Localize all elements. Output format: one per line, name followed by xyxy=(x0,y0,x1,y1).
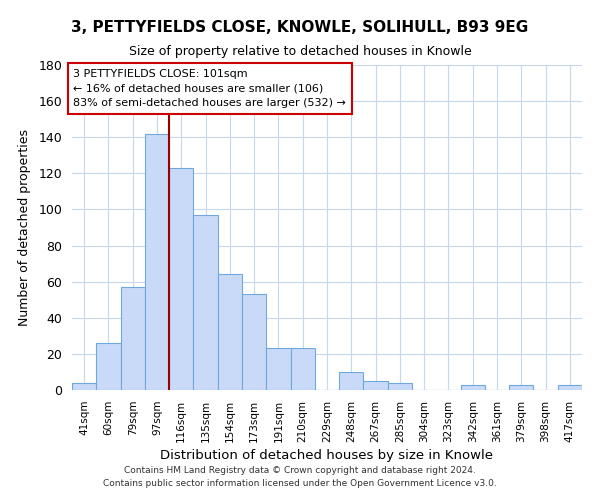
Bar xyxy=(388,383,412,390)
Bar xyxy=(509,384,533,390)
Bar xyxy=(193,215,218,390)
Text: Contains HM Land Registry data © Crown copyright and database right 2024.
Contai: Contains HM Land Registry data © Crown c… xyxy=(103,466,497,487)
Bar xyxy=(96,343,121,390)
Bar xyxy=(290,348,315,390)
Bar xyxy=(242,294,266,390)
Text: Size of property relative to detached houses in Knowle: Size of property relative to detached ho… xyxy=(128,45,472,58)
Bar xyxy=(461,384,485,390)
Y-axis label: Number of detached properties: Number of detached properties xyxy=(19,129,31,326)
Bar xyxy=(364,381,388,390)
Bar xyxy=(218,274,242,390)
Bar xyxy=(266,348,290,390)
Bar xyxy=(121,287,145,390)
Text: 3 PETTYFIELDS CLOSE: 101sqm
← 16% of detached houses are smaller (106)
83% of se: 3 PETTYFIELDS CLOSE: 101sqm ← 16% of det… xyxy=(73,68,346,108)
Text: 3, PETTYFIELDS CLOSE, KNOWLE, SOLIHULL, B93 9EG: 3, PETTYFIELDS CLOSE, KNOWLE, SOLIHULL, … xyxy=(71,20,529,35)
X-axis label: Distribution of detached houses by size in Knowle: Distribution of detached houses by size … xyxy=(161,449,493,462)
Bar xyxy=(72,383,96,390)
Bar xyxy=(169,168,193,390)
Bar xyxy=(339,372,364,390)
Bar xyxy=(558,384,582,390)
Bar xyxy=(145,134,169,390)
